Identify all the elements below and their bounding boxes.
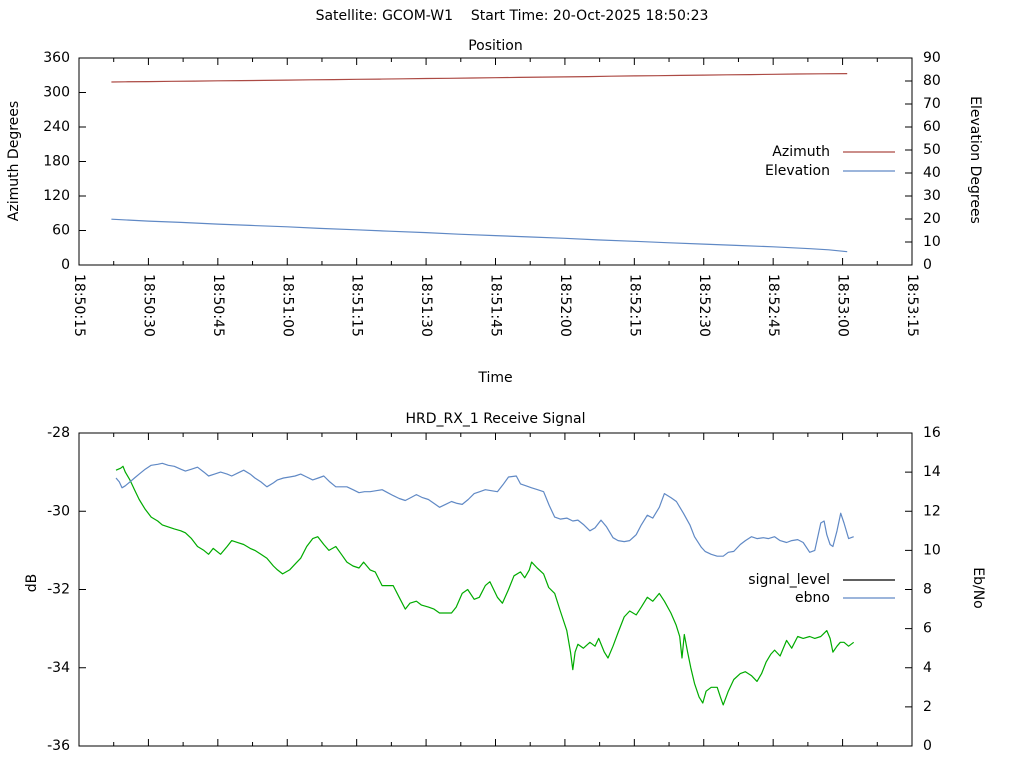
y-right-tick-label: 14: [923, 464, 941, 480]
y-right-tick-label: 2: [923, 699, 932, 715]
legend-label: signal_level: [748, 572, 830, 588]
y-right-tick-label: 6: [923, 621, 932, 637]
main-title: Satellite: GCOM-W1 Start Time: 20-Oct-20…: [315, 8, 709, 24]
x-tick-label: 18:52:00: [557, 274, 573, 337]
y-left-tick-label: 120: [43, 188, 70, 204]
y-left-tick-label: 0: [61, 257, 70, 273]
y-right-tick-label: 80: [923, 73, 941, 89]
y-left-tick-label: -36: [47, 738, 70, 754]
x-tick-label: 18:52:45: [765, 274, 781, 337]
y-left-tick-label: -32: [47, 582, 70, 598]
y-right-tick-label: 40: [923, 165, 941, 181]
y-right-tick-label: 30: [923, 188, 941, 204]
y-right-tick-label: 0: [923, 738, 932, 754]
y-right-tick-label: 90: [923, 50, 941, 66]
y-left-tick-label: 180: [43, 154, 70, 170]
y-left-tick-label: -34: [47, 660, 70, 676]
y-right-tick-label: 10: [923, 234, 941, 250]
y-right-tick-label: 20: [923, 211, 941, 227]
x-tick-label: 18:52:15: [626, 274, 642, 337]
y-right-tick-label: 12: [923, 503, 941, 519]
x-tick-label: 18:50:15: [71, 274, 87, 337]
y-right-tick-label: 50: [923, 142, 941, 158]
x-tick-label: 18:52:30: [696, 274, 712, 337]
legend-label: ebno: [795, 590, 830, 606]
series-signal_level-line: [115, 465, 855, 706]
y-right-tick-label: 0: [923, 257, 932, 273]
y-right-tick-label: 70: [923, 96, 941, 112]
x-tick-label: 18:53:15: [904, 274, 920, 337]
y-axis-label-ebno: Eb/No: [970, 567, 986, 609]
x-tick-label: 18:51:00: [279, 274, 295, 337]
x-tick-label: 18:50:30: [140, 274, 156, 337]
series-ebno-line: [115, 462, 854, 557]
y-right-tick-label: 16: [923, 425, 941, 441]
y-left-tick-label: 360: [43, 50, 70, 66]
x-axis-label-time: Time: [478, 370, 513, 386]
y-axis-label-elevation-degrees: Elevation Degrees: [967, 96, 983, 224]
y-right-tick-label: 4: [923, 660, 932, 676]
y-left-tick-label: 60: [52, 223, 70, 239]
x-tick-label: 18:51:45: [488, 274, 504, 337]
legend-label: Elevation: [765, 163, 830, 179]
series-azimuth-line: [111, 73, 848, 83]
receive-signal-chart-title: HRD_RX_1 Receive Signal: [405, 411, 586, 427]
x-tick-label: 18:53:00: [835, 274, 851, 337]
y-axis-label-db: dB: [24, 573, 40, 593]
x-tick-label: 18:50:45: [210, 274, 226, 337]
y-axis-label-azimuth-degrees: Azimuth Degrees: [6, 100, 22, 222]
y-right-tick-label: 10: [923, 542, 941, 558]
y-left-tick-label: -30: [47, 503, 70, 519]
y-right-tick-label: 60: [923, 119, 941, 135]
x-tick-label: 18:51:30: [418, 274, 434, 337]
y-right-tick-label: 8: [923, 582, 932, 598]
y-left-tick-label: 240: [43, 119, 70, 135]
legend-label: Azimuth: [772, 144, 830, 160]
y-left-tick-label: -28: [47, 425, 70, 441]
series-elevation-line: [111, 218, 848, 253]
position-chart-title: Position: [468, 38, 523, 54]
chart-frame-0: [78, 57, 913, 266]
x-tick-label: 18:51:15: [349, 274, 365, 337]
chart-frame-1: [78, 432, 913, 747]
y-left-tick-label: 300: [43, 85, 70, 101]
